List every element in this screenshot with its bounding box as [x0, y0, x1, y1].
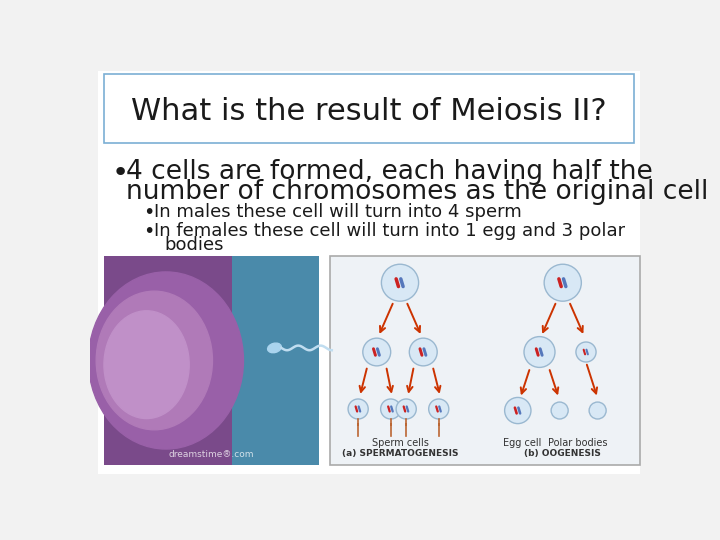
Text: Egg cell: Egg cell	[503, 438, 541, 448]
Circle shape	[348, 399, 368, 419]
Text: Sperm cells: Sperm cells	[372, 438, 428, 448]
Ellipse shape	[96, 291, 212, 430]
Ellipse shape	[89, 272, 243, 449]
Ellipse shape	[104, 310, 189, 419]
Circle shape	[396, 399, 416, 419]
Text: •: •	[143, 204, 154, 222]
Circle shape	[505, 397, 531, 423]
Text: (b) OOGENESIS: (b) OOGENESIS	[524, 449, 601, 458]
Bar	[104, 74, 634, 143]
Circle shape	[551, 402, 568, 419]
Circle shape	[524, 336, 555, 367]
Circle shape	[544, 264, 581, 301]
Circle shape	[409, 338, 437, 366]
Text: bodies: bodies	[164, 236, 224, 254]
Text: dreamstime®.com: dreamstime®.com	[169, 450, 254, 459]
Circle shape	[382, 264, 418, 301]
Text: Polar bodies: Polar bodies	[549, 438, 608, 448]
Bar	[104, 256, 320, 465]
Text: 4 cells are formed, each having half the: 4 cells are formed, each having half the	[126, 159, 652, 185]
Text: (a) SPERMATOGENESIS: (a) SPERMATOGENESIS	[342, 449, 458, 458]
Circle shape	[381, 399, 401, 419]
Text: •: •	[112, 159, 129, 187]
Text: number of chromosomes as the original cell: number of chromosomes as the original ce…	[126, 179, 708, 205]
Text: What is the result of Meiosis II?: What is the result of Meiosis II?	[131, 97, 607, 125]
Circle shape	[428, 399, 449, 419]
Circle shape	[363, 338, 391, 366]
Bar	[104, 256, 259, 465]
Text: In males these cell will turn into 4 sperm: In males these cell will turn into 4 spe…	[153, 204, 521, 221]
Text: In females these cell will turn into 1 egg and 3 polar: In females these cell will turn into 1 e…	[153, 222, 625, 240]
Circle shape	[589, 402, 606, 419]
Ellipse shape	[268, 343, 282, 353]
Bar	[232, 256, 320, 465]
Text: •: •	[143, 222, 154, 241]
Bar	[330, 256, 640, 465]
Circle shape	[576, 342, 596, 362]
